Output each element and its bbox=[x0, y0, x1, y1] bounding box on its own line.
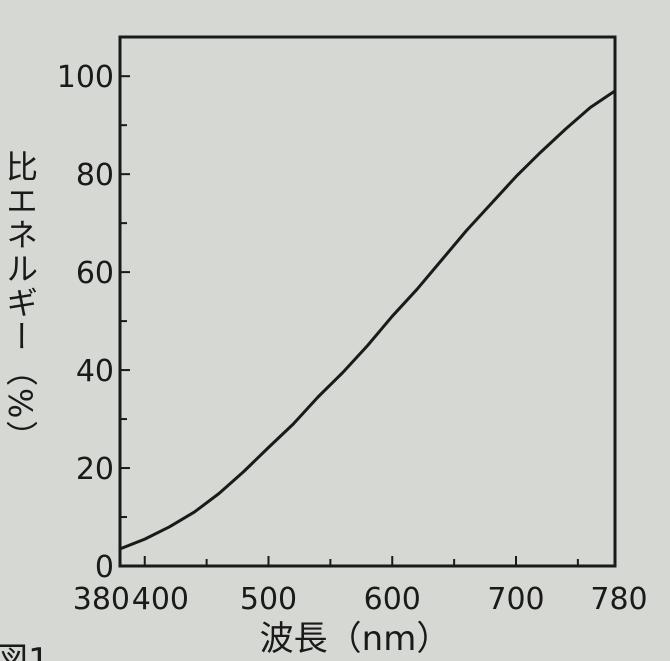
series-line bbox=[118, 89, 617, 551]
tick-marks bbox=[119, 75, 616, 567]
x-tick-label: 600 bbox=[364, 582, 421, 617]
x-tick-label: 780 bbox=[590, 582, 647, 617]
y-tick-label: 80 bbox=[76, 158, 114, 193]
y-tick-label: 20 bbox=[76, 452, 114, 487]
y-tick-label: 0 bbox=[95, 550, 114, 585]
x-tick-label: 700 bbox=[487, 582, 544, 617]
x-tick-label: 500 bbox=[240, 582, 297, 617]
x-axis-label: 波長（nm） bbox=[260, 619, 451, 659]
plot-area-frame bbox=[118, 35, 617, 568]
y-axis-label: 比エネルギー（%） bbox=[1, 150, 39, 454]
x-tick-labels: 380 400 500 600 700 780 bbox=[73, 582, 648, 617]
y-tick-label: 100 bbox=[57, 60, 114, 95]
y-tick-labels: 0 20 40 60 80 100 bbox=[57, 60, 114, 585]
y-tick-label: 60 bbox=[76, 256, 114, 291]
figure-caption: 図1 bbox=[0, 641, 50, 661]
y-tick-label: 40 bbox=[76, 354, 114, 389]
x-tick-label: 400 bbox=[132, 582, 189, 617]
x-tick-label: 380 bbox=[73, 582, 130, 617]
